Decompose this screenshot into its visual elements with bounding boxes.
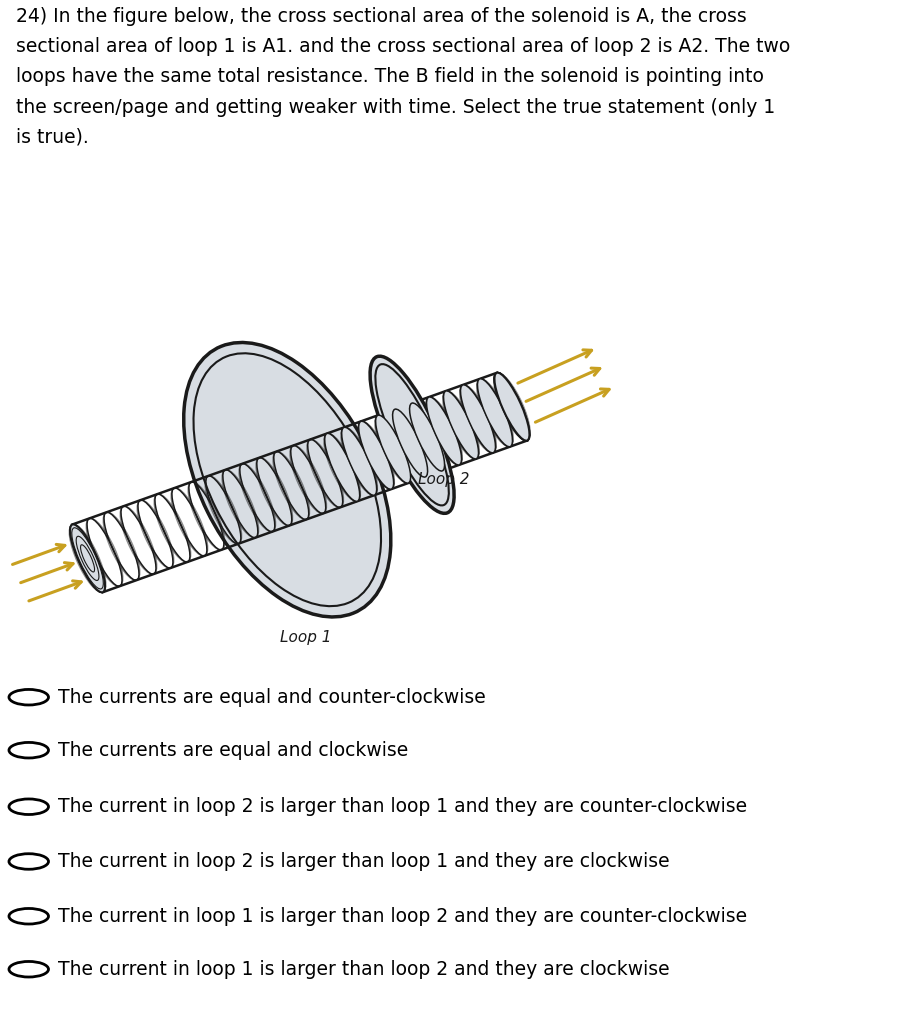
- Text: The current in loop 2 is larger than loop 1 and they are counter-clockwise: The current in loop 2 is larger than loo…: [58, 798, 747, 816]
- Ellipse shape: [478, 379, 513, 446]
- Text: The currents are equal and clockwise: The currents are equal and clockwise: [58, 740, 409, 760]
- Ellipse shape: [375, 415, 410, 483]
- Ellipse shape: [341, 427, 376, 496]
- Text: The current in loop 1 is larger than loop 2 and they are counter-clockwise: The current in loop 1 is larger than loo…: [58, 906, 747, 926]
- Ellipse shape: [392, 409, 427, 477]
- Ellipse shape: [461, 385, 496, 453]
- Ellipse shape: [193, 353, 381, 606]
- Ellipse shape: [495, 373, 530, 440]
- Ellipse shape: [495, 373, 530, 440]
- Text: The currents are equal and counter-clockwise: The currents are equal and counter-clock…: [58, 688, 486, 707]
- Ellipse shape: [444, 391, 479, 459]
- Ellipse shape: [184, 342, 391, 616]
- Text: Loop 1: Loop 1: [280, 630, 331, 644]
- Ellipse shape: [409, 403, 445, 471]
- Text: 24) In the figure below, the cross sectional area of the solenoid is A, the cros: 24) In the figure below, the cross secti…: [16, 7, 790, 146]
- Ellipse shape: [427, 397, 462, 465]
- Ellipse shape: [358, 421, 393, 489]
- Ellipse shape: [325, 433, 360, 502]
- Text: The current in loop 2 is larger than loop 1 and they are clockwise: The current in loop 2 is larger than loo…: [58, 852, 670, 871]
- Ellipse shape: [370, 356, 454, 513]
- Text: Loop 2: Loop 2: [418, 472, 469, 487]
- Ellipse shape: [70, 524, 105, 592]
- Text: The current in loop 1 is larger than loop 2 and they are clockwise: The current in loop 1 is larger than loo…: [58, 959, 670, 979]
- Ellipse shape: [495, 373, 530, 440]
- Ellipse shape: [375, 365, 449, 506]
